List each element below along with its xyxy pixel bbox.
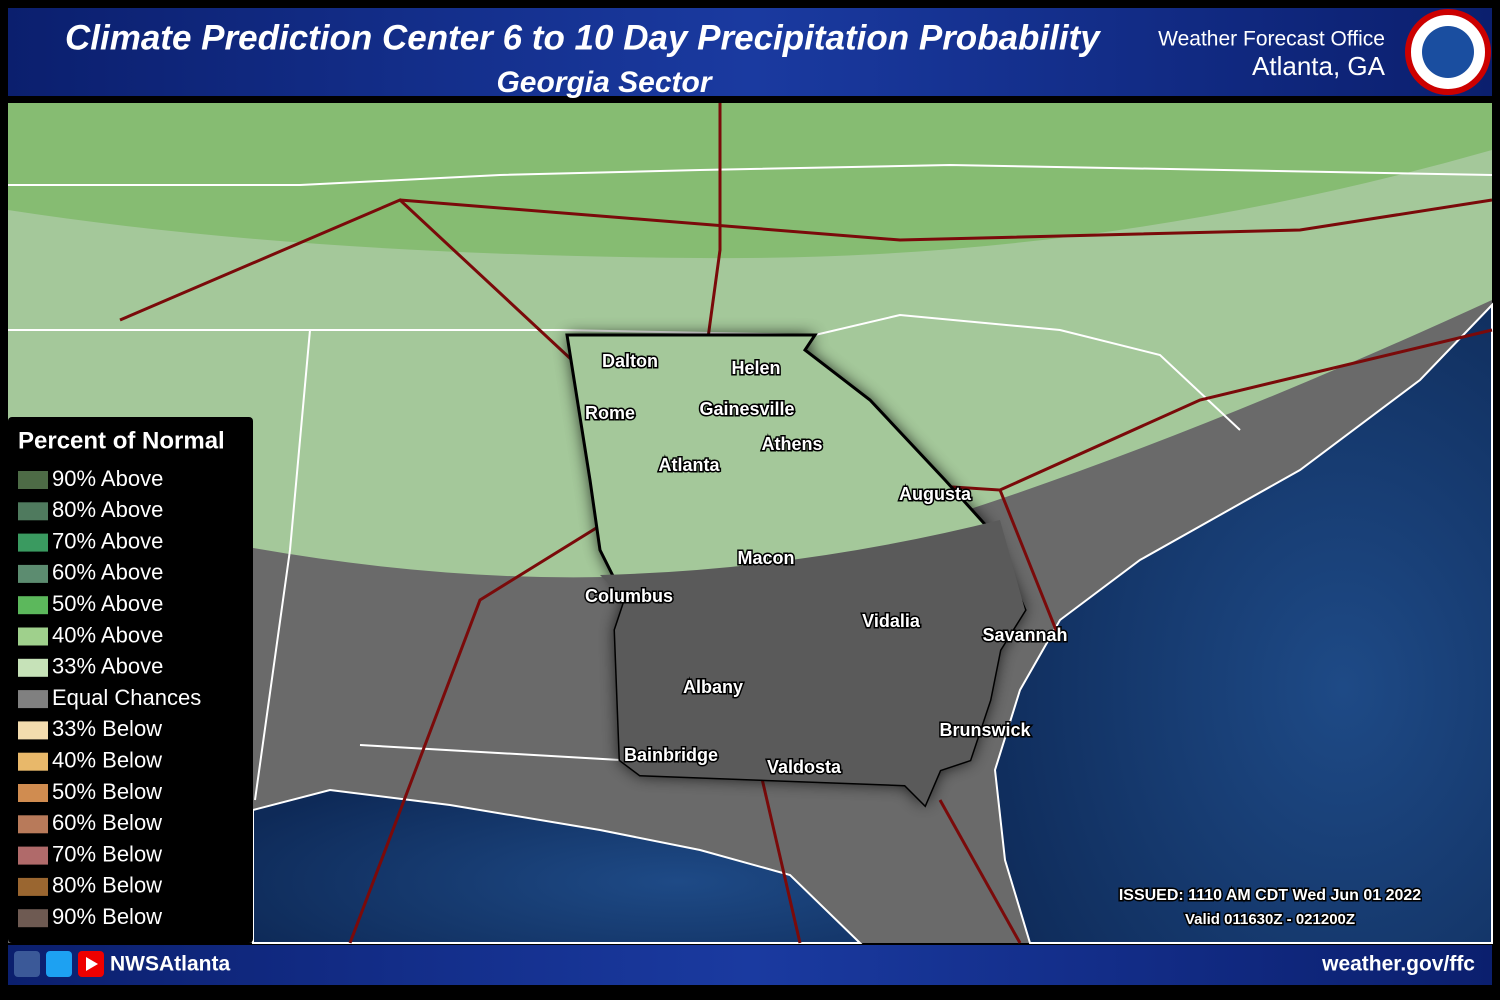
issued-text: ISSUED: 1110 AM CDT Wed Jun 01 2022 <box>1119 887 1421 904</box>
legend-label: 50% Above <box>52 591 163 616</box>
city-label: Brunswick <box>939 720 1031 740</box>
legend-swatch <box>18 564 48 583</box>
title: Climate Prediction Center 6 to 10 Day Pr… <box>65 18 1101 57</box>
legend-label: 40% Below <box>52 748 162 773</box>
nws-logo-center <box>1422 26 1474 78</box>
social-handle[interactable]: NWSAtlanta <box>110 953 230 976</box>
legend-swatch <box>18 784 48 802</box>
facebook-icon[interactable] <box>14 951 40 977</box>
legend-swatch <box>18 815 48 834</box>
legend-label: 60% Below <box>52 810 162 835</box>
city-label: Rome <box>585 403 635 423</box>
footer-bar <box>8 945 1492 985</box>
city-label: Athens <box>761 434 822 454</box>
legend-label: 80% Above <box>52 497 163 522</box>
legend-swatch <box>18 627 48 646</box>
legend-swatch <box>18 502 48 521</box>
city-label: Atlanta <box>658 455 720 475</box>
city-label: Valdosta <box>767 757 842 777</box>
city-label: Augusta <box>899 484 972 504</box>
legend-label: 40% Above <box>52 622 163 647</box>
city-label: Gainesville <box>699 399 794 419</box>
legend-label: 50% Below <box>52 779 162 804</box>
legend-swatch <box>18 658 48 677</box>
legend-label: 33% Below <box>52 716 162 741</box>
state-borders <box>8 163 1493 801</box>
gulf-of-mexico <box>252 788 863 944</box>
legend-label: 90% Above <box>52 466 163 491</box>
atlantic-ocean <box>993 302 1493 944</box>
legend-swatch <box>18 909 48 928</box>
legend-label: 33% Above <box>52 654 163 679</box>
city-label: Albany <box>683 677 743 697</box>
legend-label: 60% Above <box>52 560 163 585</box>
legend-label: 80% Below <box>52 873 162 898</box>
city-label: Columbus <box>585 586 673 606</box>
website-url[interactable]: weather.gov/ffc <box>1321 953 1475 976</box>
legend-label: 90% Below <box>52 904 162 929</box>
legend-label: 70% Above <box>52 528 163 553</box>
twitter-icon[interactable] <box>46 951 72 977</box>
office-name: Weather Forecast Office <box>1158 28 1385 51</box>
legend-title: Percent of Normal <box>18 427 225 454</box>
valid-text: Valid 011630Z - 021200Z <box>1185 911 1355 928</box>
city-label: Dalton <box>602 351 658 371</box>
legend-box <box>8 417 253 943</box>
legend-swatch <box>18 752 48 771</box>
subtitle: Georgia Sector <box>496 66 713 99</box>
city-label: Vidalia <box>862 611 921 631</box>
legend-label: Equal Chances <box>52 685 201 710</box>
office-location: Atlanta, GA <box>1252 51 1386 81</box>
header-bar <box>8 8 1492 96</box>
city-label: Savannah <box>982 625 1067 645</box>
youtube-play <box>86 957 98 971</box>
city-label: Bainbridge <box>624 745 718 765</box>
legend-swatch <box>18 877 48 896</box>
band-40-above <box>8 103 1492 259</box>
legend-label: 70% Below <box>52 841 162 866</box>
legend-swatch <box>18 846 48 865</box>
city-label: Helen <box>731 358 780 378</box>
legend-swatch <box>18 721 48 740</box>
legend-swatch <box>18 690 48 709</box>
legend-swatch <box>18 596 48 615</box>
georgia-equal-chances <box>600 520 1025 805</box>
city-label: Macon <box>737 548 794 568</box>
legend-swatch <box>18 533 48 552</box>
legend-swatch <box>18 471 48 489</box>
